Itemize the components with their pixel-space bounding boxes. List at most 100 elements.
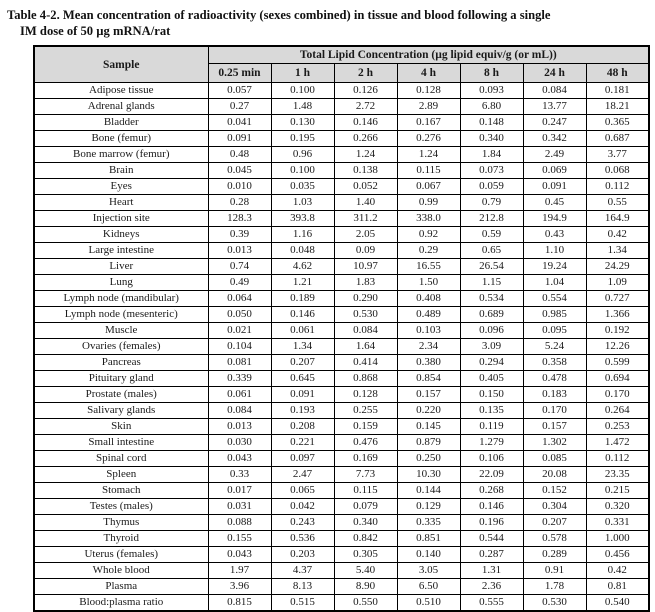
table-caption-line1: Table 4-2. Mean concentration of radioac…: [7, 8, 551, 22]
value-cell: 0.253: [585, 417, 650, 435]
table-row: Spleen 0.33 2.47 7.73 10.30 22.09 20.08 23.35: [33, 465, 650, 483]
value-cell: 0.39: [207, 225, 272, 243]
value-cell: 0.068: [585, 161, 650, 179]
value-cell: 24.29: [585, 257, 650, 275]
value-cell: 1.03: [270, 193, 335, 211]
table-row: Plasma 3.96 8.13 8.90 6.50 2.36 1.78 0.81: [33, 577, 650, 595]
value-cell: 0.043: [207, 545, 272, 563]
value-cell: 1.34: [270, 337, 335, 355]
value-cell: 0.489: [396, 305, 461, 323]
table-row: Testes (males) 0.031 0.042 0.079 0.129 0.146 0…: [33, 497, 650, 515]
value-cell: 0.169: [333, 449, 398, 467]
value-cell: 0.81: [585, 577, 650, 595]
value-cell: 0.304: [522, 497, 587, 515]
table-row: Thyroid 0.155 0.536 0.842 0.851 0.544 0.578 1.0…: [33, 529, 650, 547]
table-row: Adrenal glands 0.27 1.48 2.72 2.89 6.80 13.77 1…: [33, 97, 650, 115]
value-cell: 10.30: [396, 465, 461, 483]
sample-name-cell: Bladder: [33, 113, 209, 131]
column-header-timepoint: 2 h: [333, 62, 398, 83]
table-row: Small intestine 0.030 0.221 0.476 0.879 1.279…: [33, 433, 650, 451]
value-cell: 0.100: [270, 161, 335, 179]
value-cell: 0.119: [459, 417, 524, 435]
value-cell: 0.059: [459, 177, 524, 195]
value-cell: 10.97: [333, 257, 398, 275]
value-cell: 0.42: [585, 225, 650, 243]
value-cell: 0.115: [396, 161, 461, 179]
value-cell: 8.13: [270, 577, 335, 595]
table-row: Ovaries (females) 0.104 1.34 1.64 2.34 3.09 5.…: [33, 337, 650, 355]
value-cell: 0.064: [207, 289, 272, 307]
table-row: Pancreas 0.081 0.207 0.414 0.380 0.294 0.358 0.…: [33, 353, 650, 371]
sample-name-cell: Uterus (females): [33, 545, 209, 563]
sample-name-cell: Lung: [33, 273, 209, 291]
value-cell: 1.000: [585, 529, 650, 547]
table-row: Uterus (females) 0.043 0.203 0.305 0.140 0.28…: [33, 545, 650, 563]
value-cell: 0.287: [459, 545, 524, 563]
value-cell: 0.342: [522, 129, 587, 147]
sample-name-cell: Spinal cord: [33, 449, 209, 467]
value-cell: 0.43: [522, 225, 587, 243]
value-cell: 194.9: [522, 209, 587, 227]
value-cell: 1.24: [333, 145, 398, 163]
value-cell: 0.150: [459, 385, 524, 403]
value-cell: 0.035: [270, 177, 335, 195]
value-cell: 0.305: [333, 545, 398, 563]
document-page: Table 4-2. Mean concentration of radioac…: [7, 8, 651, 612]
value-cell: 0.140: [396, 545, 461, 563]
value-cell: 0.196: [459, 513, 524, 531]
value-cell: 0.013: [207, 241, 272, 259]
value-cell: 0.243: [270, 513, 335, 531]
table-row: Muscle 0.021 0.061 0.084 0.103 0.096 0.095 0.19…: [33, 321, 650, 339]
value-cell: 0.27: [207, 97, 272, 115]
sample-name-cell: Lymph node (mesenteric): [33, 305, 209, 323]
value-cell: 23.35: [585, 465, 650, 483]
value-cell: 0.250: [396, 449, 461, 467]
value-cell: 0.555: [459, 593, 524, 612]
value-cell: 0.578: [522, 529, 587, 547]
column-header-timepoint: 8 h: [459, 62, 524, 83]
value-cell: 0.045: [207, 161, 272, 179]
value-cell: 0.380: [396, 353, 461, 371]
value-cell: 0.48: [207, 145, 272, 163]
table-row: Lymph node (mandibular) 0.064 0.189 0.290 0.…: [33, 289, 650, 307]
value-cell: 0.320: [585, 497, 650, 515]
value-cell: 0.92: [396, 225, 461, 243]
value-cell: 0.879: [396, 433, 461, 451]
value-cell: 0.207: [270, 353, 335, 371]
value-cell: 1.48: [270, 97, 335, 115]
value-cell: 0.221: [270, 433, 335, 451]
value-cell: 2.49: [522, 145, 587, 163]
value-cell: 1.16: [270, 225, 335, 243]
value-cell: 1.84: [459, 145, 524, 163]
value-cell: 0.414: [333, 353, 398, 371]
value-cell: 0.510: [396, 593, 461, 612]
value-cell: 0.408: [396, 289, 461, 307]
value-cell: 1.472: [585, 433, 650, 451]
value-cell: 0.358: [522, 353, 587, 371]
column-header-timepoint: 1 h: [270, 62, 335, 83]
table-row: Spinal cord 0.043 0.097 0.169 0.250 0.106 0.08…: [33, 449, 650, 467]
value-cell: 0.645: [270, 369, 335, 387]
sample-name-cell: Muscle: [33, 321, 209, 339]
value-cell: 0.084: [207, 401, 272, 419]
table-header: Sample Total Lipid Concentration (µg lip…: [33, 45, 650, 83]
value-cell: 4.62: [270, 257, 335, 275]
value-cell: 0.727: [585, 289, 650, 307]
value-cell: 22.09: [459, 465, 524, 483]
value-cell: 0.599: [585, 353, 650, 371]
value-cell: 0.255: [333, 401, 398, 419]
sample-name-cell: Stomach: [33, 481, 209, 499]
table-row: Thymus 0.088 0.243 0.340 0.335 0.196 0.207 0.33…: [33, 513, 650, 531]
value-cell: 1.34: [585, 241, 650, 259]
value-cell: 0.144: [396, 481, 461, 499]
value-cell: 0.050: [207, 305, 272, 323]
value-cell: 0.815: [207, 593, 272, 612]
table-row: Whole blood 1.97 4.37 5.40 3.05 1.31 0.91 0.42: [33, 561, 650, 579]
table-row: Eyes 0.010 0.035 0.052 0.067 0.059 0.091 0.112: [33, 177, 650, 195]
value-cell: 0.183: [522, 385, 587, 403]
value-cell: 0.129: [396, 497, 461, 515]
sample-name-cell: Small intestine: [33, 433, 209, 451]
table-caption-line2: IM dose of 50 µg mRNA/rat: [20, 24, 171, 39]
value-cell: 0.192: [585, 321, 650, 339]
sample-name-cell: Kidneys: [33, 225, 209, 243]
